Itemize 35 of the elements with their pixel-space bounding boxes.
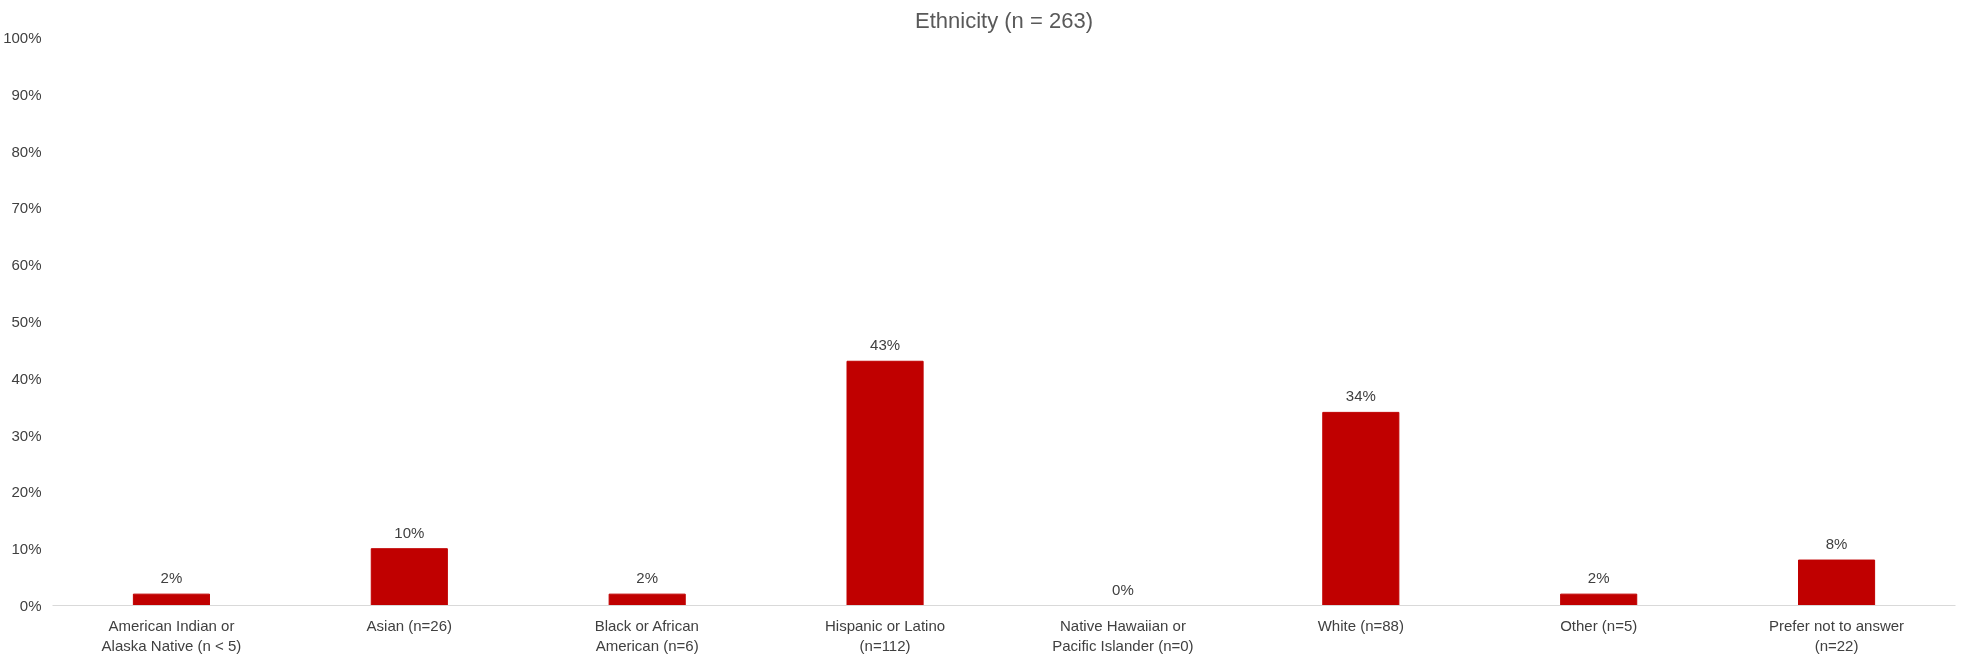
bar xyxy=(608,593,686,606)
x-tick-label: Prefer not to answer (n=22) xyxy=(1769,616,1905,654)
bar xyxy=(132,593,210,606)
data-label: 0% xyxy=(1112,580,1134,598)
x-tick-label: Black or African American (n=6) xyxy=(594,616,699,654)
data-label: 2% xyxy=(1587,569,1610,587)
x-tick-label: Other (n=5) xyxy=(1560,616,1638,634)
data-label: 10% xyxy=(394,523,425,541)
x-tick-label: Native Hawaiian or Pacific Islander (n=0) xyxy=(1052,616,1194,654)
data-label: 2% xyxy=(160,569,183,587)
x-tick-label: American Indian or Alaska Native (n < 5) xyxy=(101,616,242,654)
chart-title: Ethnicity (n = 263) xyxy=(915,7,1093,33)
bar xyxy=(1560,593,1638,606)
bar xyxy=(1798,559,1876,606)
bar xyxy=(370,548,448,606)
y-tick-label: 50% xyxy=(11,313,42,330)
data-label: 34% xyxy=(1345,387,1376,405)
y-tick-label: 90% xyxy=(11,85,42,103)
y-tick-label: 70% xyxy=(11,199,42,217)
x-tick-label: White (n=88) xyxy=(1317,616,1404,634)
y-tick-label: 40% xyxy=(11,369,42,387)
y-tick-label: 20% xyxy=(11,483,42,501)
bar xyxy=(846,360,924,606)
data-label: 8% xyxy=(1825,535,1848,553)
bar xyxy=(1322,411,1400,606)
y-tick-label: 30% xyxy=(11,426,42,444)
x-tick-label: Hispanic or Latino (n=112) xyxy=(825,616,946,654)
y-tick-label: 80% xyxy=(11,142,42,160)
y-tick-label: 60% xyxy=(11,256,42,274)
data-label: 43% xyxy=(870,336,901,354)
y-tick-label: 100% xyxy=(3,29,42,46)
y-tick-label: 10% xyxy=(11,540,42,558)
x-tick-label: Asian (n=26) xyxy=(366,616,453,634)
y-tick-label: 0% xyxy=(19,597,42,614)
data-label: 2% xyxy=(636,569,659,587)
